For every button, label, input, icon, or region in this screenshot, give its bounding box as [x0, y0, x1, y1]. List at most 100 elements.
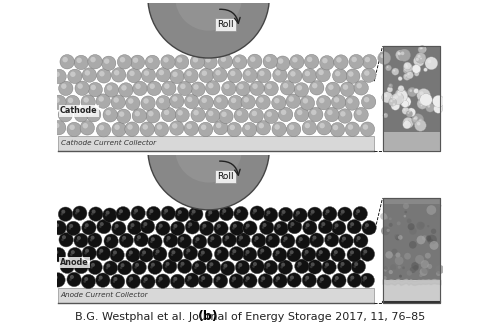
Circle shape: [272, 68, 287, 82]
Circle shape: [85, 249, 89, 253]
Circle shape: [216, 276, 220, 280]
Circle shape: [264, 208, 278, 222]
Circle shape: [292, 128, 298, 134]
Circle shape: [422, 266, 429, 274]
Circle shape: [305, 226, 308, 229]
Circle shape: [190, 127, 196, 133]
Circle shape: [316, 95, 331, 110]
Circle shape: [249, 109, 264, 123]
Circle shape: [289, 253, 292, 256]
Circle shape: [330, 113, 336, 119]
Circle shape: [208, 210, 212, 214]
Circle shape: [362, 220, 376, 235]
Circle shape: [276, 56, 290, 70]
Circle shape: [420, 260, 429, 268]
Circle shape: [252, 265, 255, 268]
Circle shape: [146, 73, 153, 80]
Text: Cathode Current Collector: Cathode Current Collector: [61, 140, 156, 146]
Circle shape: [96, 246, 110, 261]
Circle shape: [60, 110, 66, 115]
Circle shape: [400, 52, 404, 55]
Circle shape: [424, 69, 426, 70]
Circle shape: [90, 57, 96, 62]
Circle shape: [138, 114, 144, 121]
Circle shape: [253, 262, 257, 266]
Circle shape: [304, 279, 307, 281]
Circle shape: [151, 237, 155, 241]
Circle shape: [331, 87, 338, 94]
Circle shape: [256, 95, 270, 109]
Circle shape: [237, 209, 241, 213]
Circle shape: [292, 99, 298, 106]
Circle shape: [398, 266, 401, 269]
Circle shape: [364, 70, 370, 76]
Circle shape: [331, 248, 345, 262]
Circle shape: [362, 55, 376, 69]
Circle shape: [250, 81, 264, 95]
Circle shape: [293, 208, 308, 222]
FancyBboxPatch shape: [382, 198, 440, 303]
Circle shape: [308, 260, 322, 274]
Circle shape: [230, 125, 235, 130]
Circle shape: [172, 123, 178, 129]
Circle shape: [356, 236, 360, 240]
Circle shape: [63, 262, 67, 266]
Circle shape: [106, 264, 110, 268]
Circle shape: [327, 239, 330, 241]
Circle shape: [245, 125, 250, 130]
Circle shape: [337, 100, 343, 107]
Circle shape: [134, 111, 140, 116]
Circle shape: [210, 262, 214, 266]
Circle shape: [238, 266, 240, 269]
Circle shape: [350, 276, 354, 280]
Circle shape: [230, 247, 243, 261]
Circle shape: [290, 250, 294, 254]
Circle shape: [322, 260, 336, 274]
Circle shape: [186, 124, 192, 129]
Circle shape: [398, 49, 410, 61]
Circle shape: [199, 95, 214, 110]
Circle shape: [312, 83, 318, 88]
Circle shape: [431, 228, 436, 234]
Circle shape: [214, 221, 228, 236]
Circle shape: [405, 74, 407, 77]
Circle shape: [213, 68, 227, 82]
Circle shape: [324, 107, 339, 122]
Circle shape: [208, 83, 214, 88]
Circle shape: [340, 210, 344, 214]
Circle shape: [84, 226, 86, 229]
Circle shape: [174, 224, 178, 228]
Circle shape: [340, 82, 354, 96]
Circle shape: [164, 233, 178, 248]
Circle shape: [110, 248, 124, 262]
Circle shape: [148, 260, 162, 274]
Circle shape: [398, 85, 404, 92]
Circle shape: [318, 219, 332, 234]
Circle shape: [277, 224, 281, 228]
Circle shape: [414, 89, 416, 91]
Circle shape: [81, 95, 96, 109]
Circle shape: [302, 247, 316, 262]
Circle shape: [364, 57, 370, 62]
Circle shape: [184, 273, 199, 287]
Circle shape: [54, 275, 58, 279]
Circle shape: [100, 249, 103, 253]
Circle shape: [206, 57, 210, 63]
Circle shape: [388, 223, 392, 227]
Circle shape: [114, 70, 119, 75]
Circle shape: [294, 83, 308, 97]
Circle shape: [88, 73, 94, 80]
Circle shape: [278, 260, 292, 274]
Circle shape: [393, 69, 396, 72]
Circle shape: [330, 123, 344, 137]
Circle shape: [147, 81, 162, 95]
Circle shape: [131, 102, 138, 108]
Circle shape: [260, 279, 263, 282]
Circle shape: [353, 206, 368, 221]
Circle shape: [234, 108, 248, 123]
Circle shape: [112, 280, 116, 283]
Circle shape: [224, 264, 228, 268]
Circle shape: [281, 213, 283, 216]
Circle shape: [200, 221, 213, 236]
Circle shape: [362, 279, 365, 282]
